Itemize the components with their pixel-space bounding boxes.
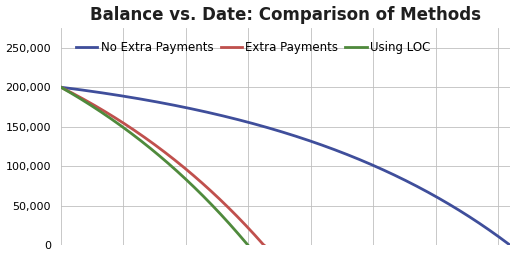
Extra Payments	[58, 86, 64, 89]
Using LOC	[176, 172, 183, 175]
Extra Payments	[251, 233, 257, 236]
No Extra Payments	[70, 87, 76, 90]
Using LOC	[189, 183, 195, 187]
Using LOC	[171, 167, 178, 170]
No Extra Payments	[141, 98, 148, 101]
Line: Extra Payments: Extra Payments	[61, 87, 264, 245]
Using LOC	[124, 129, 130, 132]
No Extra Payments	[329, 147, 335, 150]
No Extra Payments	[339, 151, 345, 154]
Using LOC	[149, 148, 155, 151]
Extra Payments	[89, 103, 95, 106]
Extra Payments	[261, 244, 267, 247]
No Extra Payments	[453, 207, 459, 210]
Extra Payments	[140, 135, 147, 138]
Extra Payments	[155, 146, 162, 149]
Line: No Extra Payments: No Extra Payments	[61, 87, 510, 245]
Using LOC	[241, 240, 248, 243]
Extra Payments	[215, 196, 221, 199]
Extra Payments	[206, 188, 213, 191]
Title: Balance vs. Date: Comparison of Methods: Balance vs. Date: Comparison of Methods	[90, 6, 481, 24]
Line: Using LOC: Using LOC	[61, 87, 248, 245]
No Extra Payments	[314, 142, 320, 145]
Legend: No Extra Payments, Extra Payments, Using LOC: No Extra Payments, Extra Payments, Using…	[71, 36, 436, 58]
No Extra Payments	[58, 86, 64, 89]
Using LOC	[245, 244, 251, 247]
Using LOC	[58, 86, 64, 89]
No Extra Payments	[507, 244, 513, 247]
